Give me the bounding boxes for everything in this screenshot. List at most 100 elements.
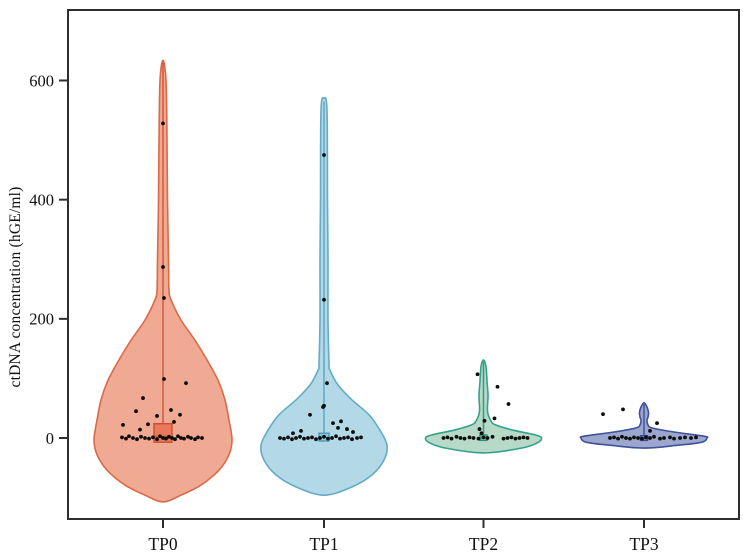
jitter-point-TP2 [513,436,518,441]
jitter-point-TP3 [640,436,644,441]
jitter-point-TP3 [683,435,687,440]
jitter-point-TP1 [298,434,302,439]
jitter-point-TP3 [601,412,605,417]
jitter-point-TP0 [184,381,188,386]
jitter-point-TP1 [291,431,295,436]
jitter-point-TP2 [479,431,484,436]
jitter-point-TP3 [624,436,628,440]
jitter-point-TP0 [161,436,165,440]
jitter-point-TP1 [299,428,303,433]
jitter-point-TP3 [694,435,698,440]
jitter-point-TP0 [139,434,143,439]
jitter-point-TP3 [644,435,648,440]
jitter-point-TP0 [161,265,165,269]
jitter-point-TP0 [151,435,155,440]
jitter-point-TP1 [306,436,310,440]
x-tick-label-TP3: TP3 [629,534,658,554]
jitter-point-TP1 [302,436,306,441]
jitter-point-TP3 [662,436,666,440]
jitter-point-TP2 [492,416,497,421]
jitter-point-TP1 [359,435,363,440]
jitter-point-TP0 [182,436,186,441]
jitter-point-TP3 [668,435,672,440]
jitter-point-TP1 [339,419,343,424]
jitter-point-TP0 [186,434,190,439]
jitter-point-TP0 [121,422,125,427]
jitter-point-TP1 [338,436,342,441]
jitter-point-TP2 [525,436,530,440]
jitter-point-TP0 [127,434,131,439]
jitter-point-TP3 [620,434,624,439]
jitter-point-TP3 [648,436,652,440]
jitter-point-TP1 [294,436,298,440]
x-tick-label-TP0: TP0 [148,534,177,554]
jitter-point-TP2 [481,435,486,440]
jitter-point-TP0 [155,437,159,442]
x-tick-label-TP1: TP1 [309,534,338,554]
jitter-point-TP3 [655,421,659,426]
jitter-point-TP1 [336,425,340,430]
jitter-point-TP1 [286,435,290,440]
jitter-point-TP0 [172,420,176,424]
jitter-point-TP1 [345,427,349,431]
y-tick-label: 400 [29,190,54,209]
jitter-point-TP0 [143,436,147,440]
jitter-point-TP1 [290,437,294,442]
jitter-point-TP2 [509,435,514,440]
jitter-point-TP2 [490,434,495,439]
jitter-point-TP2 [495,384,500,389]
jitter-point-TP3 [612,435,616,440]
jitter-point-TP2 [475,372,480,377]
jitter-point-TP2 [517,436,522,440]
x-tick-label-TP2: TP2 [469,534,498,554]
y-tick-label: 0 [46,429,54,448]
jitter-point-TP1 [326,436,330,441]
jitter-point-TP2 [476,436,481,441]
jitter-point-TP3 [652,434,656,439]
jitter-point-TP1 [282,436,286,441]
jitter-point-TP0 [131,436,135,440]
jitter-point-TP1 [321,405,325,409]
jitter-point-TP0 [135,437,139,442]
jitter-point-TP3 [621,407,625,412]
jitter-point-TP0 [158,434,162,439]
jitter-point-TP0 [162,296,166,300]
jitter-point-TP0 [141,396,145,400]
jitter-point-TP3 [616,436,620,441]
jitter-point-TP3 [678,436,682,440]
jitter-point-TP3 [632,435,636,440]
jitter-point-TP0 [162,377,166,381]
jitter-point-TP1 [331,421,335,426]
jitter-point-TP3 [672,436,676,441]
jitter-point-TP0 [155,414,159,418]
jitter-point-TP1 [318,436,322,440]
jitter-point-TP1 [314,437,318,442]
jitter-point-TP1 [342,436,346,440]
jitter-point-TP2 [482,418,487,423]
jitter-point-TP0 [189,436,193,440]
jitter-point-TP2 [467,435,472,440]
jitter-point-TP1 [350,437,354,442]
jitter-point-TP1 [351,430,355,434]
jitter-point-TP1 [330,436,334,440]
jitter-point-TP2 [449,436,454,441]
jitter-point-TP0 [193,437,197,442]
jitter-point-TP2 [501,436,506,441]
jitter-point-TP2 [521,435,526,440]
jitter-point-TP1 [322,153,326,157]
jitter-point-TP2 [506,402,511,406]
jitter-point-TP3 [658,436,662,441]
jitter-point-TP0 [124,436,128,441]
jitter-point-TP0 [178,412,182,417]
jitter-point-TP0 [176,434,180,439]
jitter-point-TP0 [179,436,183,440]
jitter-point-TP1 [355,436,359,440]
jitter-point-TP0 [164,436,168,441]
jitter-point-TP0 [134,409,138,414]
jitter-point-TP2 [462,436,467,441]
jitter-point-TP0 [138,427,142,432]
jitter-point-TP1 [346,435,350,440]
jitter-point-TP1 [334,434,338,439]
